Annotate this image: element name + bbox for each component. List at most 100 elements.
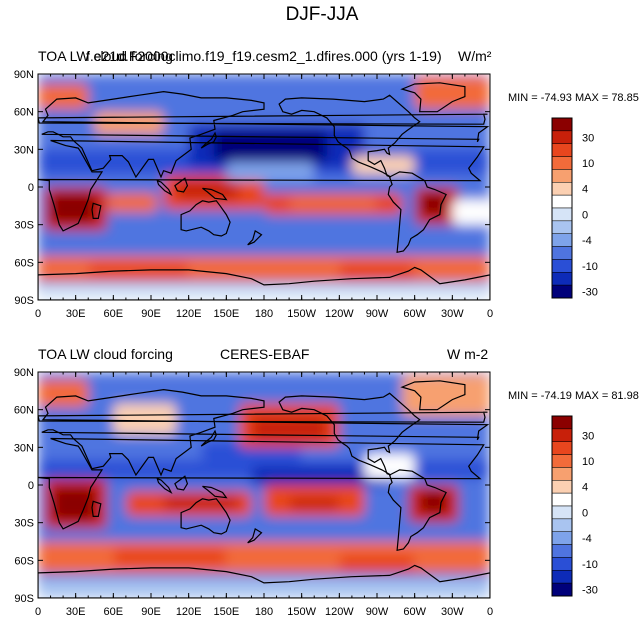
colorbar-swatch [551,130,573,144]
panel-left-label: TOA LW cloud forcing [38,346,173,362]
x-tick-label: 0 [487,308,493,320]
x-tick-label: 180 [255,606,273,618]
colorbar-label: -30 [582,287,598,299]
coastline-sumatra [156,477,173,495]
x-tick-label: 60W [403,606,426,618]
heatmap-cell [452,199,490,225]
heatmap-cell [289,497,340,511]
x-tick-label: 30E [66,606,86,618]
colorbar-swatch [551,557,573,571]
colorbar-swatch [551,182,573,196]
x-tick-label: 150E [213,308,239,320]
heatmap-cell [420,193,447,215]
coastline-britain [38,113,488,125]
colorbar-swatch [551,428,573,442]
colorbar-label: 0 [582,507,588,519]
coastline-africa [38,437,485,530]
colorbar-label: 30 [582,430,594,442]
y-tick-label: 0 [28,480,34,492]
colorbar-swatch [551,570,573,584]
heatmap-svg: 0 30E 60E 90E 120E 150E 180 150W 120W 90W 60W 30W 09… [14,367,598,618]
x-tick-label: 0 [35,308,41,320]
colorbar-swatch [551,441,573,455]
colorbar-swatch [551,492,573,507]
coastline-sumatra [156,179,173,197]
x-tick-label: 90W [366,308,389,320]
heatmap-field [38,74,490,300]
heatmap-cell [226,161,315,181]
y-tick-label: 30N [14,442,34,454]
x-tick-label: 30E [66,308,86,320]
x-tick-label: 120E [176,308,202,320]
coastline-antarctica [38,266,490,300]
x-tick-label: 120E [176,606,202,618]
heatmap-blobs [38,74,490,300]
colorbar-swatch [551,582,573,597]
coastline-eurasia [41,388,490,477]
heatmap-cell [50,193,95,223]
coastline-northAmerica [278,94,421,178]
coastlines [38,380,490,598]
coastline-northAmerica [278,392,421,476]
heatmap-cell [402,374,490,416]
colorbar-swatch [551,505,573,520]
colorbar-swatch [551,544,573,558]
x-tick-label: 120W [325,308,354,320]
colorbar-swatch [551,207,573,222]
x-tick-label: 180 [255,308,273,320]
x-tick-label: 0 [35,606,41,618]
colorbar-label: -10 [582,559,598,571]
coastline-eurasia [41,90,490,179]
colorbar-swatch [551,117,573,132]
y-tick-label: 90S [14,295,34,307]
colorbar-swatch [551,259,573,273]
colorbar-label: -4 [582,533,592,545]
panel-model: TOA LW cloud forcing f.e21d.F2000climo.f… [0,42,644,342]
panel-units: W/m² [458,48,492,64]
x-tick-label: 60W [403,308,426,320]
heatmap-cell [163,495,239,511]
x-tick-label: 30W [441,606,464,618]
colorbar-swatch [551,233,573,247]
colorbar-swatch [551,220,573,234]
colorbar-label: 10 [582,456,594,468]
colorbar-label: 0 [582,209,588,221]
heatmap-cell [414,76,490,110]
colorbar-swatch [551,518,573,532]
colorbar-swatch [551,480,573,494]
coastline-nz [247,527,263,544]
heatmap-cell [38,84,89,110]
coastline-newGuinea [202,187,228,201]
coastline-japan [200,131,217,149]
figure-title: DJF-JJA [285,4,359,25]
heatmap-cell [251,415,327,442]
heatmap-cell [251,466,390,485]
heatmap-cell [420,491,447,513]
colorbar-swatch [551,169,573,183]
colorbar-swatch [551,143,573,157]
coastline-japan [200,429,217,447]
panel-center-label: f.e21d.F2000climo.f19_f19.cesm2_1.dfires… [86,48,442,64]
x-tick-label: 90W [366,606,389,618]
heatmap-cell [107,193,158,213]
colorbar-label: -10 [582,261,598,273]
y-tick-label: 30S [14,220,34,232]
coastline-southAmerica [387,171,447,254]
colorbar-swatch [551,284,573,299]
x-tick-label: 30W [441,308,464,320]
x-tick-label: 0 [487,606,493,618]
heatmap-cell [113,403,177,435]
colorbar-swatch [551,467,573,481]
heatmap-svg: 0 30E 60E 90E 120E 150E 180 150W 120W 90W 60W 30W 09… [14,69,598,320]
y-tick-label: 30N [14,144,34,156]
colorbar-swatch [551,246,573,260]
heatmap-cell [289,197,377,210]
coastline-britain [38,411,488,423]
y-tick-label: 60S [14,555,34,567]
coastline-newGuinea [202,485,228,499]
colorbar-frame [551,415,573,597]
y-tick-label: 90N [14,367,34,379]
coastline-australia [180,200,231,237]
y-tick-label: 30S [14,518,34,530]
coastline-greenland [400,380,466,411]
